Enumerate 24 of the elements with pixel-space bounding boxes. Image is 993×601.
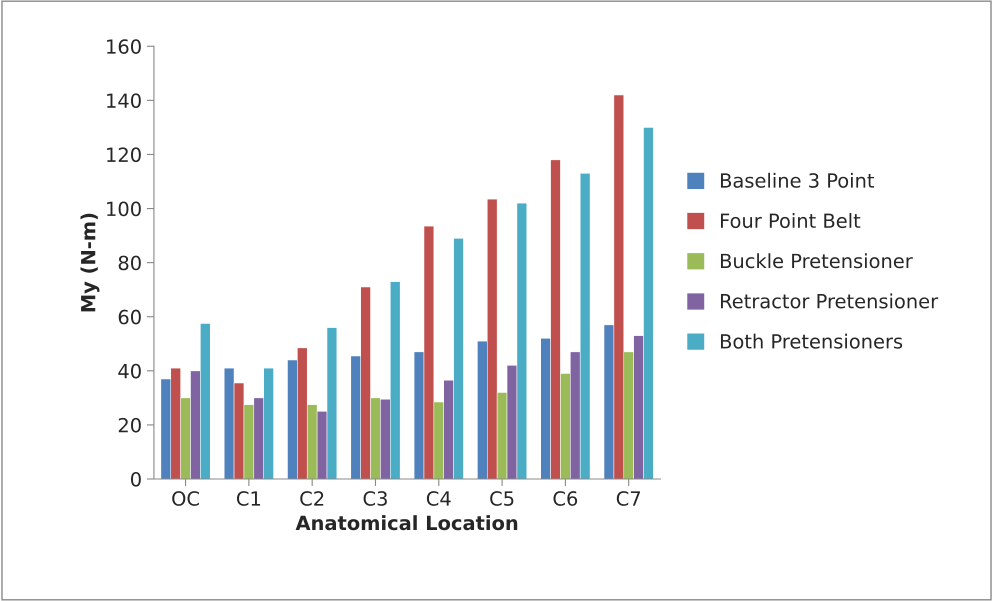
x-tick-label: C2 (300, 491, 324, 506)
y-tick-label: 160 (107, 39, 141, 54)
y-tick-label: 120 (107, 147, 141, 162)
y-tick-label: 0 (131, 472, 141, 487)
x-tick-label: C5 (490, 491, 514, 506)
y-axis-title: My (N-m) (80, 214, 100, 312)
x-tick-label: OC (172, 491, 199, 506)
y-tick-label: 20 (118, 418, 141, 433)
x-tick-label: C1 (236, 491, 260, 506)
legend-label: Buckle Pretensioner (720, 253, 913, 268)
x-tick-label: C7 (616, 491, 640, 506)
legend-label: Baseline 3 Point (720, 172, 874, 188)
legend-label: Both Pretensioners (720, 334, 902, 349)
x-tick-label: C3 (364, 491, 387, 506)
x-tick-label: C6 (554, 491, 578, 506)
legend-label: Retractor Pretensioner (720, 293, 938, 308)
y-tick-label: 40 (118, 364, 141, 378)
y-tick-label: 80 (118, 256, 141, 270)
y-tick-label: 60 (118, 310, 141, 324)
y-tick-label: 100 (107, 202, 141, 216)
legend-label: Four Point Belt (720, 213, 860, 228)
y-tick-label: 140 (107, 93, 141, 108)
x-axis-title: Anatomical Location (296, 515, 518, 530)
x-tick-label: C4 (426, 491, 451, 506)
